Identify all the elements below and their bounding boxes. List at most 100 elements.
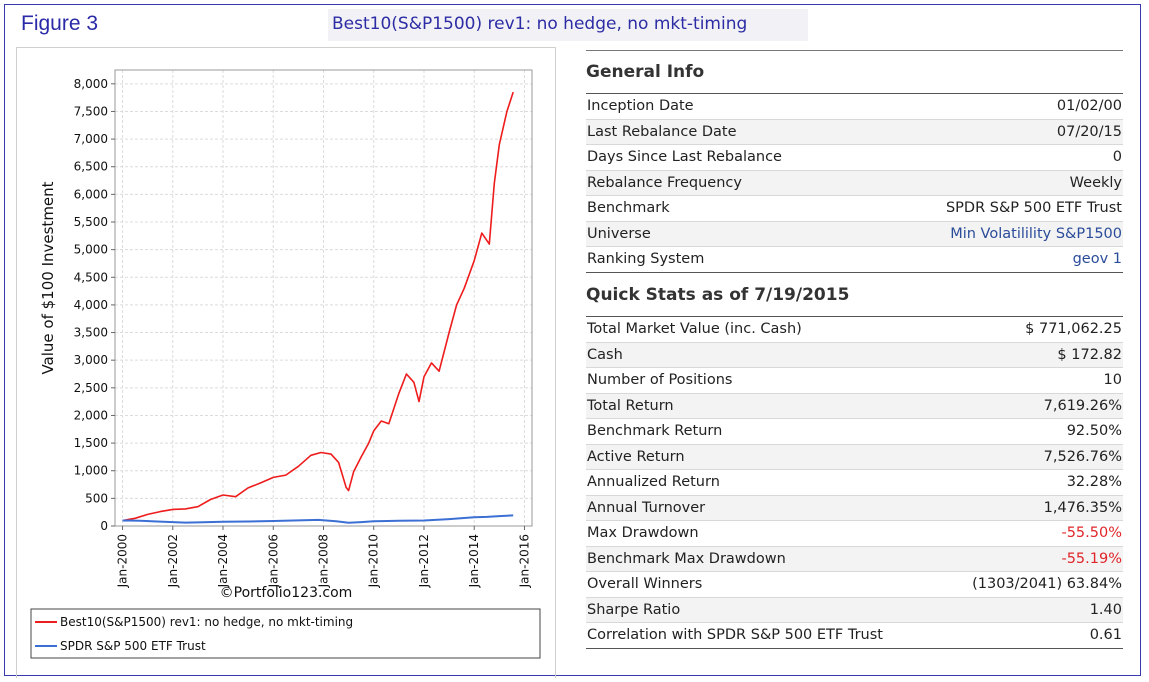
quick-stats-value: -55.50%	[1061, 525, 1122, 542]
quick-stats-value: 0.61	[1089, 627, 1122, 644]
quick-stats-value: 32.28%	[1066, 474, 1122, 491]
quick-stats-row: Annualized Return 32.28%	[586, 470, 1123, 496]
y-tick-label: 3,000	[74, 353, 108, 367]
quick-stats-value: 10	[1103, 372, 1122, 389]
series-line-benchmark	[122, 514, 514, 524]
y-tick-label: 8,000	[74, 77, 108, 91]
general-info-row: Inception Date 01/02/00	[586, 94, 1123, 120]
general-info-label: Universe	[587, 225, 651, 242]
quick-stats-label: Total Market Value (inc. Cash)	[587, 321, 802, 338]
y-tick-label: 0	[100, 519, 108, 533]
legend-label-strategy: Best10(S&P1500) rev1: no hedge, no mkt-t…	[60, 615, 353, 629]
y-tick-label: 7,000	[74, 132, 108, 146]
general-info-label: Rebalance Frequency	[587, 174, 742, 191]
quick-stats-label: Active Return	[587, 448, 685, 465]
watermark: ©Portfolio123.com	[220, 585, 353, 601]
y-tick-label: 1,500	[74, 436, 108, 450]
quick-stats-label: Total Return	[587, 397, 674, 414]
general-info-row: Days Since Last Rebalance 0	[586, 145, 1123, 171]
y-tick-label: 7,500	[74, 104, 108, 118]
quick-stats-value: 7,619.26%	[1043, 397, 1122, 414]
y-tick-label: 2,000	[74, 408, 108, 422]
quick-stats-row: Overall Winners (1303/2041) 63.84%	[586, 572, 1123, 598]
figure-frame	[4, 4, 1141, 676]
quick-stats-value: 1,476.35%	[1043, 499, 1122, 516]
general-info-value: 0	[1112, 149, 1122, 166]
general-info-label: Benchmark	[587, 200, 670, 217]
quick-stats-label: Annual Turnover	[587, 499, 706, 516]
general-info-row: Universe Min Volatilility S&P1500	[586, 221, 1123, 247]
quick-stats-label: Max Drawdown	[587, 525, 699, 542]
quick-stats-value: (1303/2041) 63.84%	[972, 576, 1122, 593]
y-tick-label: 1,000	[74, 464, 108, 478]
quick-stats-value: 92.50%	[1066, 423, 1122, 440]
x-tick-label: Jan-2002	[166, 534, 180, 588]
y-tick-label: 4,000	[74, 298, 108, 312]
general-info-row: Rebalance Frequency Weekly	[586, 170, 1123, 196]
quick-stats-title: Quick Stats as of 7/19/2015	[586, 285, 850, 305]
quick-stats-row: Sharpe Ratio 1.40	[586, 597, 1123, 623]
y-tick-label: 3,500	[74, 326, 108, 340]
quick-stats-row: Number of Positions 10	[586, 368, 1123, 394]
quick-stats-value: 7,526.76%	[1043, 448, 1122, 465]
legend: Best10(S&P1500) rev1: no hedge, no mkt-t…	[30, 608, 541, 659]
quick-stats-label: Benchmark Max Drawdown	[587, 550, 786, 567]
figure-caption: Best10(S&P1500) rev1: no hedge, no mkt-t…	[328, 9, 808, 41]
quick-stats-row: Cash $ 172.82	[586, 342, 1123, 368]
quick-stats-row: Total Market Value (inc. Cash) $ 771,062.…	[586, 317, 1123, 343]
general-info-label: Ranking System	[587, 251, 705, 268]
quick-stats-row: Correlation with SPDR S&P 500 ETF Trust 0…	[586, 623, 1123, 649]
quick-stats-value: -55.19%	[1061, 550, 1122, 567]
general-info-title: General Info	[586, 62, 705, 82]
quick-stats-row: Benchmark Return 92.50%	[586, 419, 1123, 445]
general-info-link[interactable]: geov 1	[1072, 251, 1122, 268]
x-tick-label: Jan-2004	[216, 534, 230, 588]
general-info-label: Last Rebalance Date	[587, 123, 737, 140]
general-info-row: Ranking System geov 1	[586, 247, 1123, 273]
general-info-row: Last Rebalance Date 07/20/15	[586, 119, 1123, 145]
y-axis-label: Value of $100 Investment	[39, 181, 57, 374]
legend-label-benchmark: SPDR S&P 500 ETF Trust	[60, 639, 206, 653]
quick-stats-table: Total Market Value (inc. Cash) $ 771,062.…	[586, 316, 1123, 649]
quick-stats-row: Total Return 7,619.26%	[586, 393, 1123, 419]
general-info-link[interactable]: Min Volatilility S&P1500	[950, 225, 1122, 242]
series-line-strategy	[122, 91, 514, 522]
quick-stats-row: Active Return 7,526.76%	[586, 444, 1123, 470]
y-tick-label: 5,500	[74, 215, 108, 229]
quick-stats-label: Overall Winners	[587, 576, 703, 593]
x-axis: Jan-2000 Jan-2002 Jan-2004 Jan-2006 Jan-2008…	[116, 526, 531, 588]
chart-panel: 0 500 1,000 1,500 2,000 2,500 3,000 3,500 4,000 4…	[16, 47, 556, 678]
y-tick-label: 2,500	[74, 381, 108, 395]
quick-stats-label: Annualized Return	[587, 474, 720, 491]
quick-stats-label: Number of Positions	[587, 372, 733, 389]
y-tick-label: 5,000	[74, 243, 108, 257]
general-info-value: 01/02/00	[1056, 98, 1122, 115]
general-info-label: Days Since Last Rebalance	[587, 149, 782, 166]
y-axis: 0 500 1,000 1,500 2,000 2,500 3,000 3,500 4,000 4…	[74, 77, 115, 533]
figure-label: Figure 3	[21, 12, 99, 35]
x-tick-label: Jan-2006	[266, 534, 280, 588]
x-tick-label: Jan-2016	[517, 534, 531, 588]
x-tick-label: Jan-2014	[467, 534, 481, 588]
performance-chart: 0 500 1,000 1,500 2,000 2,500 3,000 3,500 4,000 4…	[18, 56, 555, 672]
x-tick-label: Jan-2000	[116, 534, 130, 588]
y-tick-label: 6,000	[74, 187, 108, 201]
x-tick-label: Jan-2008	[317, 534, 331, 588]
quick-stats-label: Cash	[587, 346, 623, 363]
quick-stats-row: Benchmark Max Drawdown -55.19%	[586, 546, 1123, 572]
general-info-value: SPDR S&P 500 ETF Trust	[945, 200, 1122, 217]
x-tick-label: Jan-2010	[367, 534, 381, 588]
quick-stats-row: Annual Turnover 1,476.35%	[586, 495, 1123, 521]
chart-series	[122, 91, 514, 524]
general-info-label: Inception Date	[587, 98, 694, 115]
quick-stats-value: $ 771,062.25	[1025, 321, 1122, 338]
quick-stats-label: Benchmark Return	[587, 423, 723, 440]
general-info-table: Inception Date 01/02/00 Last Rebalance Dat…	[586, 93, 1123, 273]
quick-stats-value: 1.40	[1089, 601, 1122, 618]
quick-stats-label: Sharpe Ratio	[587, 601, 681, 618]
y-tick-label: 4,500	[74, 270, 108, 284]
general-info-value: Weekly	[1069, 174, 1122, 191]
top-rule	[586, 50, 1123, 51]
general-info-row: Benchmark SPDR S&P 500 ETF Trust	[586, 196, 1123, 222]
quick-stats-value: $ 172.82	[1057, 346, 1122, 363]
